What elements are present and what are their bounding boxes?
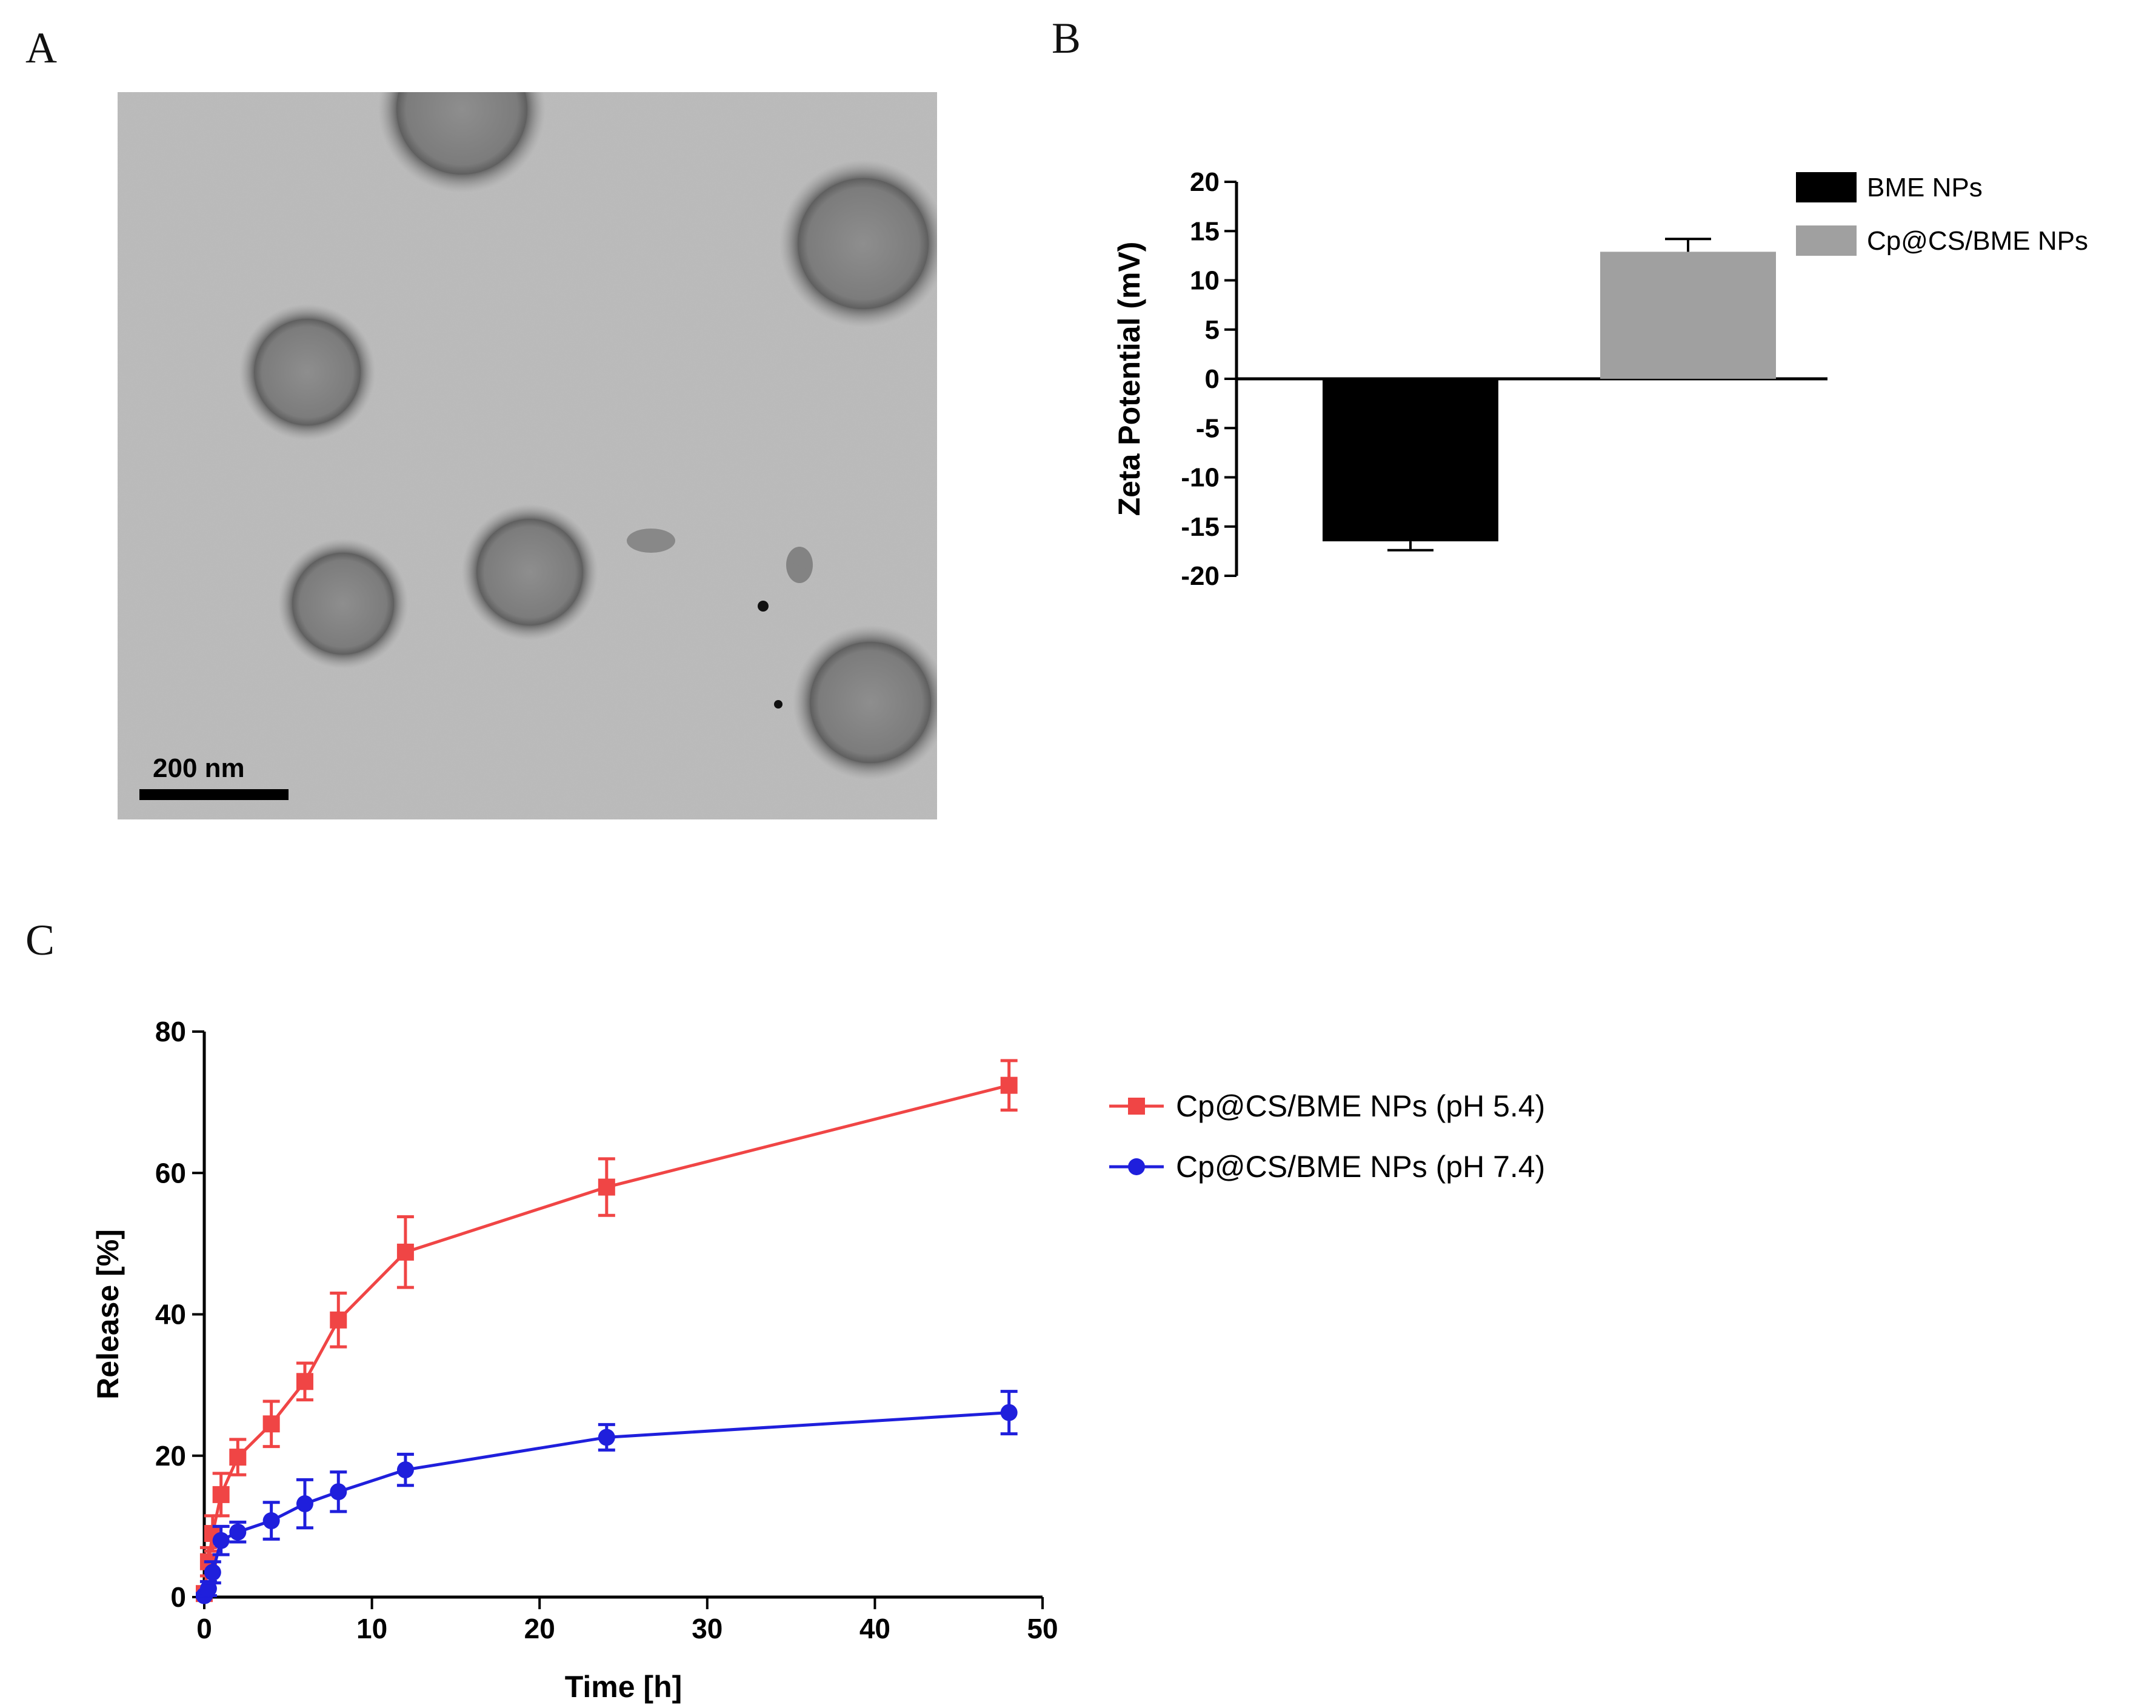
y-tick-label: 15 xyxy=(1190,216,1220,246)
y-axis-label: Zeta Potential (mV) xyxy=(1112,242,1146,516)
data-point xyxy=(204,1564,221,1581)
scale-bar-label: 200 nm xyxy=(153,753,245,783)
legend-label: Cp@CS/BME NPs (pH 5.4) xyxy=(1176,1089,1545,1123)
nanoparticle xyxy=(254,319,361,425)
data-point xyxy=(1000,1076,1018,1094)
legend-marker xyxy=(1128,1158,1145,1175)
x-tick-label: 20 xyxy=(524,1613,555,1644)
y-tick-label: -10 xyxy=(1181,463,1220,493)
data-point xyxy=(598,1178,615,1196)
legend-marker xyxy=(1128,1098,1145,1115)
data-point xyxy=(229,1523,247,1541)
legend-swatch xyxy=(1796,225,1857,256)
data-point xyxy=(212,1486,230,1503)
release-chart: Release [%] Time [h] 0 20 40 60 80 0 10 20 30 40 5… xyxy=(91,1016,1545,1704)
bar xyxy=(1323,379,1498,542)
y-tick-label: 40 xyxy=(155,1299,186,1330)
y-tick-label: 10 xyxy=(1190,266,1220,296)
nanoparticle xyxy=(292,553,394,655)
zeta-potential-chart: Zeta Potential (mV) -20-15-10-505101520 … xyxy=(1112,167,2088,591)
x-tick-label: 0 xyxy=(196,1613,212,1644)
scale-bar xyxy=(139,789,289,800)
legend-label: Cp@CS/BME NPs xyxy=(1867,226,2088,256)
data-point xyxy=(262,1512,280,1530)
y-axis-label: Release [%] xyxy=(91,1229,125,1399)
data-point xyxy=(330,1311,347,1329)
y-tick-label: -15 xyxy=(1181,512,1220,542)
data-point xyxy=(598,1429,615,1446)
tem-micrograph: 200 nm xyxy=(118,92,937,819)
y-tick-label: 80 xyxy=(155,1016,186,1047)
nanoparticle xyxy=(798,178,929,309)
x-tick-label: 10 xyxy=(356,1613,387,1644)
data-point xyxy=(212,1532,230,1549)
data-point xyxy=(1000,1404,1018,1421)
x-tick-label: 40 xyxy=(859,1613,890,1644)
y-tick-label: 5 xyxy=(1205,315,1220,345)
y-tick-label: 20 xyxy=(1190,167,1220,197)
data-point xyxy=(396,1243,414,1261)
y-tick-label: 20 xyxy=(155,1440,186,1472)
y-tick-label: 60 xyxy=(155,1157,186,1189)
data-point xyxy=(330,1483,347,1501)
legend-label: BME NPs xyxy=(1867,173,1983,202)
data-point xyxy=(296,1373,313,1390)
x-tick-label: 50 xyxy=(1027,1613,1058,1644)
panel-label-c: C xyxy=(25,916,55,964)
panel-label-a: A xyxy=(25,24,57,72)
panel-label-b: B xyxy=(1052,14,1081,62)
data-point xyxy=(296,1495,313,1513)
x-axis-label: Time [h] xyxy=(565,1670,683,1704)
nanoparticle xyxy=(476,519,583,625)
y-tick-label: -5 xyxy=(1196,413,1220,443)
y-tick-label: 0 xyxy=(1205,364,1220,394)
data-point xyxy=(396,1461,414,1479)
data-point xyxy=(229,1449,247,1466)
nanoparticle xyxy=(396,92,527,175)
data-point xyxy=(262,1415,280,1433)
y-tick-label: 0 xyxy=(170,1581,186,1613)
nanoparticle xyxy=(810,642,931,763)
legend-label: Cp@CS/BME NPs (pH 7.4) xyxy=(1176,1150,1545,1184)
x-tick-label: 30 xyxy=(692,1613,723,1644)
legend-swatch xyxy=(1796,172,1857,202)
y-tick-label: -20 xyxy=(1181,561,1220,591)
bar xyxy=(1600,252,1776,379)
